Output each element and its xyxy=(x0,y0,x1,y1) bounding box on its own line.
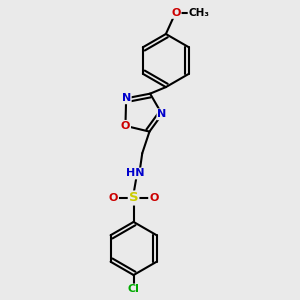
Text: N: N xyxy=(158,109,167,119)
Text: N: N xyxy=(122,93,131,103)
Text: O: O xyxy=(121,121,130,131)
Text: Cl: Cl xyxy=(128,284,140,295)
Text: O: O xyxy=(171,8,181,18)
Text: CH₃: CH₃ xyxy=(189,8,210,18)
Text: O: O xyxy=(149,193,158,203)
Text: HN: HN xyxy=(126,169,144,178)
Text: O: O xyxy=(109,193,118,203)
Text: S: S xyxy=(129,191,138,205)
